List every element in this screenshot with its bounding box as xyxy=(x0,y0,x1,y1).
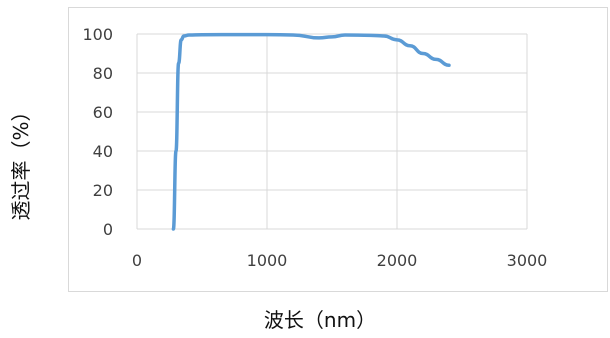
y-tick-label: 60 xyxy=(93,103,113,122)
y-tick-labels: 0 20 40 60 80 100 xyxy=(82,25,113,239)
series-layer xyxy=(171,32,451,231)
y-tick-label: 40 xyxy=(93,142,113,161)
y-tick-label: 20 xyxy=(93,181,113,200)
x-axis-title: 波长（nm） xyxy=(264,308,376,332)
x-tick-label: 3000 xyxy=(507,251,548,270)
chart-frame xyxy=(68,7,608,292)
grid-lines xyxy=(136,33,528,230)
x-tick-labels: 0 1000 2000 3000 xyxy=(132,251,547,270)
y-axis-title: 透过率（%） xyxy=(9,101,33,220)
y-tick-label: 100 xyxy=(82,25,113,44)
transmittance-series-line xyxy=(171,32,451,231)
y-tick-label: 80 xyxy=(93,64,113,83)
x-tick-label: 1000 xyxy=(247,251,288,270)
x-tick-label: 0 xyxy=(132,251,142,270)
x-tick-label: 2000 xyxy=(377,251,418,270)
y-tick-label: 0 xyxy=(103,220,113,239)
